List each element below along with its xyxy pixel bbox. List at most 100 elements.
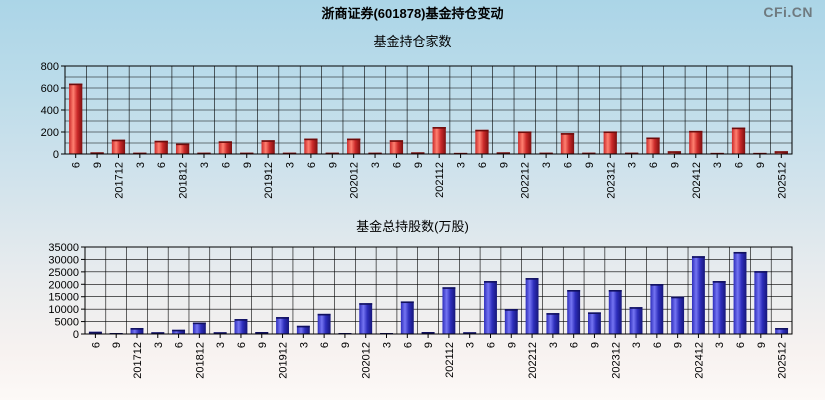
x-axis-tick-label: 6 bbox=[402, 342, 414, 348]
bar bbox=[111, 139, 126, 154]
x-axis-tick-label: 6 bbox=[735, 342, 747, 348]
x-axis-tick-label: 9 bbox=[506, 342, 518, 348]
x-axis-tick-label: 202012 bbox=[361, 342, 373, 379]
x-axis-tick-label: 6 bbox=[306, 162, 318, 168]
y-axis-tick-label: 800 bbox=[41, 61, 59, 73]
bar bbox=[172, 329, 186, 334]
bar bbox=[484, 281, 497, 334]
x-axis-tick-label: 6 bbox=[71, 162, 83, 168]
x-axis-tick-label: 9 bbox=[327, 162, 339, 168]
bar bbox=[646, 137, 660, 154]
x-axis-tick-label: 3 bbox=[627, 162, 639, 168]
x-axis-tick-label: 201912 bbox=[278, 342, 290, 379]
bar bbox=[629, 307, 643, 334]
x-axis-tick-label: 3 bbox=[285, 162, 297, 168]
bar bbox=[588, 312, 601, 334]
x-axis-tick-label: 9 bbox=[242, 162, 254, 168]
x-axis-tick-label: 3 bbox=[298, 342, 310, 348]
bar bbox=[218, 141, 232, 154]
x-axis-tick-label: 9 bbox=[589, 342, 601, 348]
x-axis-tick-label: 202512 bbox=[776, 162, 788, 199]
bar bbox=[389, 140, 404, 154]
bar bbox=[754, 271, 768, 334]
bar bbox=[518, 131, 532, 154]
bar bbox=[154, 140, 168, 154]
holders-chart-title: 基金持仓家数 bbox=[373, 34, 452, 49]
x-axis-tick-label: 202312 bbox=[610, 342, 622, 379]
bar bbox=[130, 328, 144, 334]
x-axis-tick-label: 6 bbox=[236, 342, 248, 348]
x-axis-tick-label: 9 bbox=[423, 342, 435, 348]
x-axis-tick-label: 202212 bbox=[527, 342, 539, 379]
x-axis-tick-label: 9 bbox=[673, 342, 685, 348]
x-axis-tick-label: 6 bbox=[319, 342, 331, 348]
bar bbox=[442, 287, 456, 334]
y-axis-tick-label: 0 bbox=[53, 149, 59, 161]
x-axis-tick-label: 6 bbox=[477, 162, 489, 168]
y-axis-tick-label: 0 bbox=[73, 329, 79, 341]
y-axis-tick-label: 600 bbox=[41, 83, 59, 95]
x-axis-tick-label: 6 bbox=[648, 162, 660, 168]
bar bbox=[603, 131, 617, 154]
bar bbox=[671, 296, 685, 334]
x-axis-tick-label: 3 bbox=[456, 162, 468, 168]
x-axis-tick-label: 202112 bbox=[444, 342, 456, 378]
x-axis-tick-label: 3 bbox=[631, 342, 643, 348]
x-axis-tick-label: 6 bbox=[734, 162, 746, 168]
x-axis-tick-label: 3 bbox=[714, 342, 726, 348]
x-axis-tick-label: 3 bbox=[199, 162, 211, 168]
fund-holders-bar-chart: 0 200 400 600 800 6 9 201712 3 6 201812 3 6 9 201912 3 6… bbox=[41, 61, 793, 199]
bar bbox=[504, 309, 518, 334]
y-axis-tick-label: 5000 bbox=[55, 317, 79, 329]
x-axis-tick-label: 6 bbox=[156, 162, 168, 168]
bar bbox=[296, 325, 310, 334]
x-axis-tick-label: 201812 bbox=[194, 342, 206, 379]
x-axis-tick-label: 202112 bbox=[434, 162, 446, 198]
x-axis-tick-label: 202412 bbox=[693, 342, 705, 379]
x-axis-tick-label: 9 bbox=[111, 342, 123, 348]
bar bbox=[317, 313, 331, 334]
y-axis-tick-label: 25000 bbox=[48, 267, 79, 279]
x-axis-tick-label: 3 bbox=[712, 162, 724, 168]
bar bbox=[276, 317, 289, 334]
x-axis-tick-label: 6 bbox=[562, 162, 574, 168]
x-axis-tick-label: 9 bbox=[756, 342, 768, 348]
x-axis-tick-label: 201712 bbox=[113, 162, 125, 199]
x-axis-tick-label: 202512 bbox=[777, 342, 789, 379]
x-axis-tick-label: 6 bbox=[391, 162, 403, 168]
y-axis-tick-label: 10000 bbox=[48, 304, 79, 316]
bar bbox=[432, 127, 446, 154]
x-axis-tick-label: 201712 bbox=[132, 342, 144, 379]
bar bbox=[560, 133, 575, 154]
bar bbox=[567, 290, 581, 334]
x-axis-tick-label: 202012 bbox=[349, 162, 361, 199]
bar bbox=[733, 251, 747, 334]
x-axis-tick-label: 9 bbox=[340, 342, 352, 348]
x-axis-tick-label: 9 bbox=[413, 162, 425, 168]
bar bbox=[689, 130, 703, 154]
bar bbox=[525, 278, 539, 334]
bar bbox=[192, 322, 206, 334]
bar bbox=[304, 138, 318, 154]
x-axis-tick-label: 202212 bbox=[520, 162, 532, 199]
y-axis-tick-label: 400 bbox=[41, 105, 59, 117]
bar bbox=[691, 256, 705, 334]
x-axis-tick-label: 6 bbox=[485, 342, 497, 348]
x-axis-tick-label: 6 bbox=[220, 162, 232, 168]
x-axis-tick-label: 201912 bbox=[263, 162, 275, 199]
x-axis-tick-label: 9 bbox=[498, 162, 510, 168]
shares-chart-title: 基金总持股数(万股) bbox=[356, 219, 469, 234]
bar bbox=[359, 303, 373, 334]
bar bbox=[775, 328, 789, 334]
x-axis-tick-label: 3 bbox=[370, 162, 382, 168]
bar bbox=[234, 319, 248, 334]
bar bbox=[400, 301, 414, 334]
cfi-watermark: CFi.CN bbox=[763, 4, 813, 20]
x-axis-tick-label: 3 bbox=[382, 342, 394, 348]
x-axis-tick-label: 3 bbox=[135, 162, 147, 168]
x-axis-tick-label: 9 bbox=[755, 162, 767, 168]
x-axis-tick-label: 202412 bbox=[691, 162, 703, 199]
bar bbox=[261, 140, 275, 154]
